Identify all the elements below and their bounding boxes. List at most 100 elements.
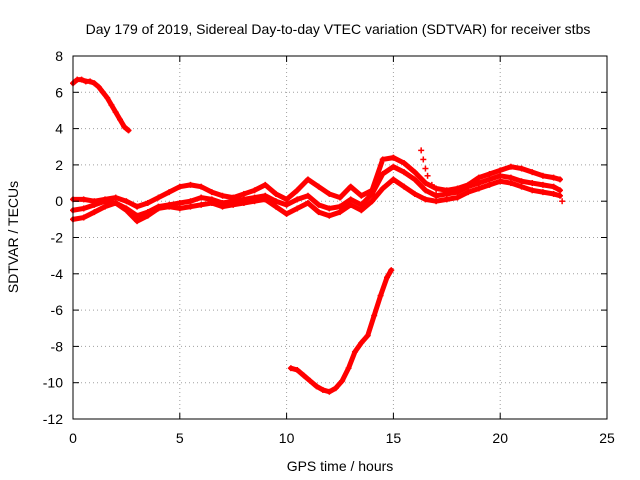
data-point [345,365,352,372]
data-point [198,194,205,201]
data-point [80,205,87,212]
data-point [339,377,346,384]
x-tick-label: 0 [69,430,77,446]
data-point [347,196,354,203]
data-point [198,183,205,190]
data-point [465,189,472,196]
data-point [557,192,564,199]
series-arc-early [70,76,132,134]
y-tick-label: -2 [51,230,64,246]
data-point [420,156,427,163]
data-point [326,212,333,219]
data-point [283,196,290,203]
data-point [313,383,320,390]
data-point [390,154,397,161]
data-point [123,207,130,214]
data-point [80,196,87,203]
data-point [390,163,397,170]
x-tick-label: 10 [279,430,295,446]
data-point [123,198,130,205]
data-point [116,116,123,123]
y-tick-label: 4 [55,121,63,137]
data-point [422,196,429,203]
data-point [369,198,376,205]
data-point [166,203,173,210]
data-point [102,198,109,205]
data-point [507,163,514,170]
data-point [91,201,98,208]
data-point [104,94,111,101]
data-point [294,187,301,194]
data-point [507,174,514,181]
data-point [187,181,194,188]
data-point [422,180,429,187]
data-point [358,192,365,199]
data-point [486,181,493,188]
grid [73,56,607,419]
data-point [300,372,307,379]
data-point [529,180,536,187]
data-point [251,198,258,205]
data-point [294,196,301,203]
y-tick-label: 6 [55,84,63,100]
data-point [125,127,132,134]
data-point [443,190,450,197]
data-point [315,209,322,216]
data-point [433,190,440,197]
data-point [379,156,386,163]
x-tick-label: 5 [176,430,184,446]
data-point [304,192,311,199]
data-point [347,183,354,190]
data-point [326,388,333,395]
data-point [401,183,408,190]
data-point [272,190,279,197]
data-point [144,212,151,219]
data-point [112,109,119,116]
data-point [337,194,343,201]
data-point [187,203,194,210]
data-point [332,385,339,392]
series-band-c [70,176,564,225]
data-point [176,183,183,190]
data-point [518,178,525,185]
x-tick-label: 25 [599,430,615,446]
data-point [307,377,314,384]
data-point [497,178,504,185]
data-point [369,190,376,197]
data-point [208,200,215,207]
x-tick-label: 20 [492,430,508,446]
data-point [112,194,119,201]
data-point [364,332,371,339]
data-point [422,187,429,194]
data-point [315,201,322,208]
data-point [240,200,247,207]
data-point [155,205,162,212]
data-point [358,201,365,208]
data-point [550,183,557,190]
series-scatter-extra [418,147,566,205]
data-point [418,147,425,154]
data-point [304,200,311,207]
data-point [108,102,115,109]
data-point [377,292,384,299]
data-point [388,267,395,274]
series-arc-dip [287,267,395,395]
y-tick-label: 2 [55,157,63,173]
data-point [287,365,294,372]
data-point [347,201,354,208]
data-point [518,183,525,190]
data-point [422,165,429,172]
data-point [87,78,94,85]
data-point [539,172,546,179]
data-point [443,196,450,203]
data-point [433,185,440,192]
y-tick-label: -4 [51,266,64,282]
data-point [80,214,87,221]
data-point [486,170,493,177]
data-point [383,274,390,281]
data-point [557,187,564,194]
data-point [411,169,418,176]
data-point [475,174,482,181]
